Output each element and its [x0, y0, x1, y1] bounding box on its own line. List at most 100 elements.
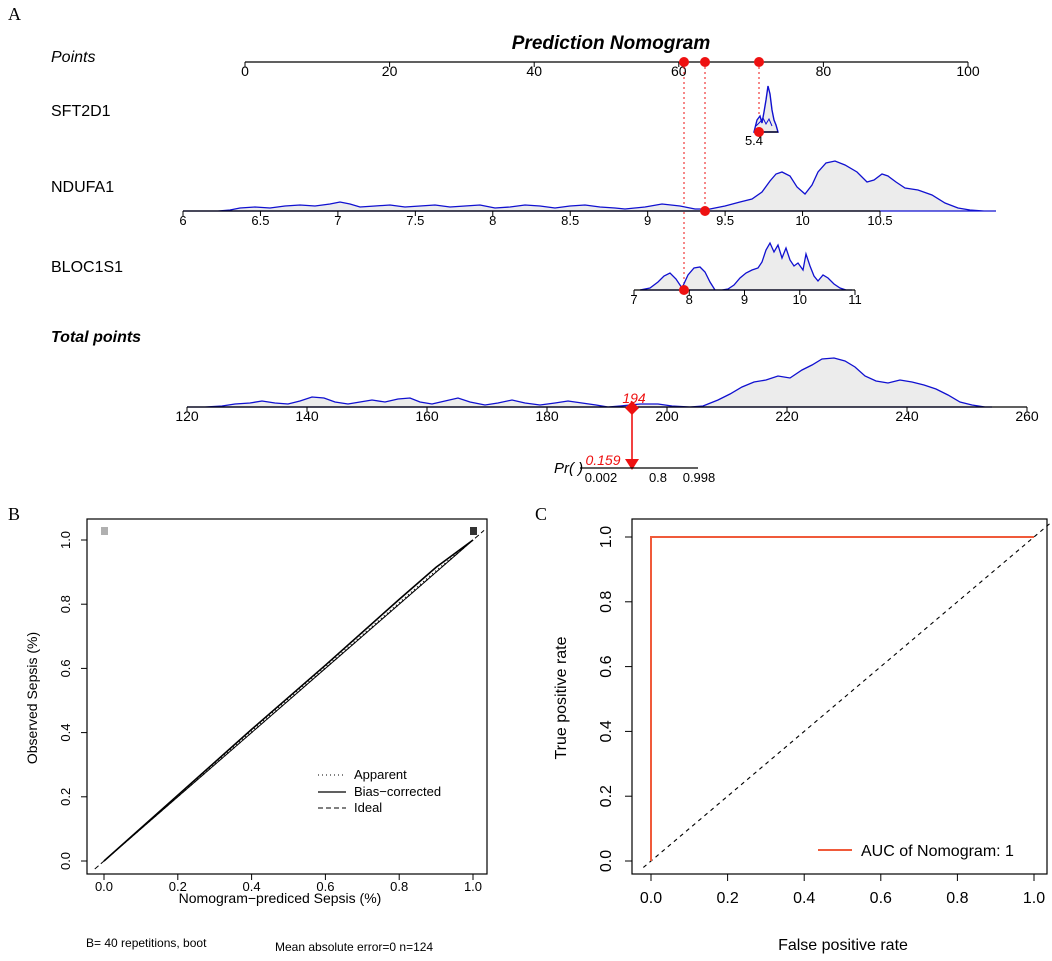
total-points-axis-tick-label: 260 — [1015, 408, 1039, 424]
probability-tick-label: 0.8 — [649, 470, 667, 485]
calibration-footnote-left: B= 40 repetitions, boot — [86, 936, 207, 950]
legend-ideal: Ideal — [354, 800, 382, 815]
points-axis-tick-label: 20 — [382, 63, 398, 79]
guide-lines — [683, 62, 760, 290]
calibration-plot-frame — [86, 518, 488, 875]
calibration-y-tick-label: 0.2 — [58, 788, 73, 806]
calibration-x-tick-label: 0.0 — [95, 879, 113, 894]
calibration-y-ticks: 0.0 0.2 0.4 0.6 0.8 1.0 — [58, 531, 87, 870]
calibration-x-tick-label: 1.0 — [464, 879, 482, 894]
calibration-y-label: Observed Sepsis (%) — [24, 632, 40, 764]
panel-c-label: C — [535, 504, 547, 524]
calibration-x-ticks: 0.0 0.2 0.4 0.6 0.8 1.0 — [95, 874, 482, 894]
roc-panel: C 0.0 0.2 0.4 0.6 0.8 1.0 0.00.20.40.60.81.0 … — [535, 504, 1052, 954]
calibration-x-tick-label: 0.4 — [243, 879, 261, 894]
roc-series — [642, 521, 1052, 868]
calibration-x-tick-label: 0.2 — [169, 879, 187, 894]
ndufa1-axis-tick-label: 10.5 — [867, 213, 892, 228]
rug-mark-high — [470, 527, 477, 535]
panel-b-label: B — [8, 504, 20, 524]
ndufa1-axis-tick-label: 8.5 — [561, 213, 579, 228]
roc-x-tick-label: 0.0 — [640, 890, 662, 907]
probability-tick-label: 0.002 — [585, 470, 618, 485]
roc-x-ticks: 0.0 0.2 0.4 0.6 0.8 1.0 — [640, 874, 1045, 907]
roc-legend-label: AUC of Nomogram: 1 — [861, 843, 1014, 860]
points-marker-ndufa1 — [700, 57, 710, 67]
ndufa1-axis-tick-label: 8 — [489, 213, 496, 228]
rug-mark-low — [101, 527, 108, 535]
points-axis-tick-label: 0 — [241, 63, 249, 79]
panel-a-label: A — [8, 4, 21, 24]
total-points-axis-tick-label: 120 — [175, 408, 199, 424]
value-marker-bloc1s1 — [679, 285, 689, 295]
roc-x-tick-label: 0.2 — [716, 890, 738, 907]
nomogram-panel: A Prediction Nomogram Points 0 20 40 60 80 10… — [8, 4, 1039, 485]
density-total — [187, 357, 992, 408]
ndufa1-axis-tick-label: 9.5 — [716, 213, 734, 228]
calibration-x-label: Nomogram−prediced Sepsis (%) — [179, 890, 382, 906]
roc-x-tick-label: 0.4 — [793, 890, 815, 907]
density-sft2d1 — [753, 85, 779, 133]
ndufa1-axis-tick-label: 6 — [179, 213, 186, 228]
roc-y-tick-label: 0.8 — [598, 591, 615, 613]
roc-x-label: False positive rate — [778, 937, 908, 954]
bloc1s1-axis-tick-label: 10 — [793, 292, 807, 307]
axis-ticks-bloc1s1: 7 8 9 10 11 — [630, 290, 862, 307]
points-axis-tick-label: 60 — [671, 63, 687, 79]
ndufa1-axis-tick-label: 9 — [644, 213, 651, 228]
roc-chance-line — [642, 521, 1052, 868]
roc-curve — [650, 536, 1034, 861]
roc-x-tick-label: 0.8 — [946, 890, 968, 907]
total-points-axis-tick-label: 140 — [295, 408, 319, 424]
calibration-ideal-extension — [94, 529, 485, 870]
calibration-series — [94, 529, 485, 870]
roc-x-tick-label: 1.0 — [1023, 890, 1045, 907]
probability-tick-label: 0.998 — [683, 470, 716, 485]
density-ndufa1 — [183, 160, 996, 212]
nomogram-title: Prediction Nomogram — [512, 33, 711, 54]
total-points-axis-tick-label: 200 — [655, 408, 679, 424]
roc-x-tick-label: 0.6 — [870, 890, 892, 907]
ndufa1-axis-tick-label: 7 — [334, 213, 341, 228]
calibration-y-tick-label: 0.6 — [58, 659, 73, 677]
legend-bias-corrected: Bias−corrected — [354, 784, 441, 799]
calibration-y-tick-label: 0.4 — [58, 724, 73, 742]
probability-value: 0.159 — [585, 452, 620, 468]
roc-y-tick-label: 0.4 — [598, 720, 615, 742]
variable-label-ndufa1: NDUFA1 — [51, 179, 114, 196]
ndufa1-axis-tick-label: 6.5 — [251, 213, 269, 228]
density-bloc1s1 — [639, 241, 852, 291]
roc-legend: AUC of Nomogram: 1 — [818, 843, 1014, 860]
calibration-y-tick-label: 0.8 — [58, 595, 73, 613]
points-axis-tick-label: 100 — [956, 63, 980, 79]
variable-label-sft2d1: SFT2D1 — [51, 103, 111, 120]
roc-y-tick-label: 0.2 — [598, 785, 615, 807]
roc-plot-frame — [631, 518, 1048, 875]
probability-label: Pr( ) — [554, 460, 583, 477]
prediction-arrow-head — [625, 459, 639, 470]
points-axis-tick-label: 40 — [526, 63, 542, 79]
calibration-footnote-right: Mean absolute error=0 n=124 — [275, 940, 433, 954]
points-axis-tick-label: 80 — [816, 63, 832, 79]
points-markers — [679, 57, 764, 67]
ndufa1-axis-tick-label: 10 — [795, 213, 809, 228]
calibration-x-tick-label: 0.8 — [390, 879, 408, 894]
value-marker-sft2d1 — [754, 127, 764, 137]
bloc1s1-axis-tick-label: 9 — [741, 292, 748, 307]
ndufa1-axis-tick-label: 7.5 — [406, 213, 424, 228]
roc-y-label: True positive rate — [553, 636, 570, 759]
roc-y-tick-label: 0.6 — [598, 655, 615, 677]
total-points-ticks: 120 140 160 180 200 220 240 260 — [175, 407, 1039, 424]
total-points-axis-tick-label: 180 — [535, 408, 559, 424]
total-points-axis-tick-label: 220 — [775, 408, 799, 424]
roc-y-tick-label: 1.0 — [598, 526, 615, 548]
rug-marks — [101, 527, 477, 535]
calibration-panel: B 0.0 0.2 0.4 0.6 0.8 1.0 0.00.20.40.60.81.0 … — [8, 504, 488, 954]
points-label: Points — [51, 49, 95, 66]
calibration-line-bias-corrected — [103, 539, 474, 862]
bloc1s1-axis-tick-label: 7 — [630, 292, 637, 307]
total-points-value: 194 — [622, 390, 646, 406]
axis-ticks-ndufa1: 6 6.5 7 7.5 8 8.5 9 9.5 10 10.5 — [179, 211, 893, 228]
points-marker-sft2d1 — [754, 57, 764, 67]
